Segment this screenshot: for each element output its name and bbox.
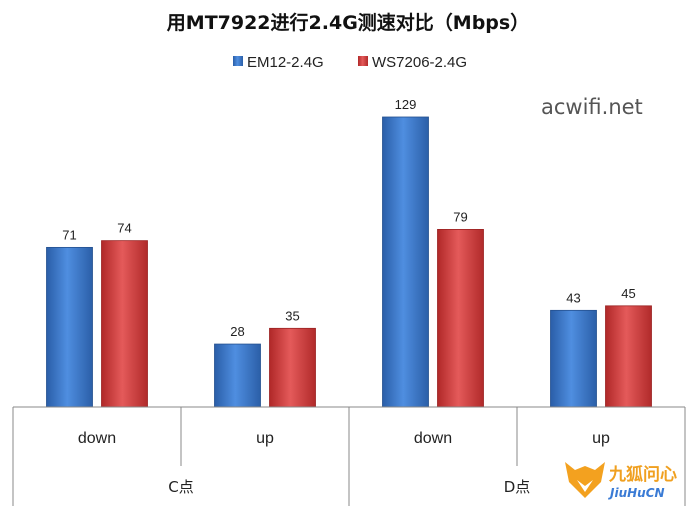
bar-ws7206-down-0: [101, 240, 148, 408]
data-label: 74: [117, 221, 131, 236]
bar-em12-up-1: [214, 343, 261, 408]
bar-em12-up-3: [550, 309, 597, 408]
bars-layer: [46, 116, 652, 408]
category-label: up: [256, 430, 274, 447]
fox-logo-icon: 九狐问心 JiuHuCN: [565, 462, 677, 500]
data-label: 28: [230, 324, 244, 339]
data-label: 35: [285, 308, 299, 323]
chart-title: 用MT7922进行2.4G测速对比（Mbps）: [167, 11, 529, 34]
bar-em12-down-2: [382, 116, 429, 408]
category-label: down: [414, 430, 452, 447]
legend-label-ws7206: WS7206-2.4G: [372, 54, 467, 71]
data-label: 129: [395, 97, 417, 112]
data-label: 45: [621, 286, 635, 301]
bar-ws7206-down-2: [437, 229, 484, 408]
watermark-text: acwifi.net: [541, 95, 643, 119]
group-labels: C点 D点: [168, 478, 530, 496]
group-label: C点: [168, 478, 193, 496]
data-label: 79: [453, 209, 467, 224]
category-axis: [12, 406, 686, 506]
category-label: up: [592, 430, 610, 447]
legend: EM12-2.4G WS7206-2.4G: [233, 54, 467, 71]
logo-text-cn: 九狐问心: [608, 464, 677, 485]
bar-ws7206-up-3: [605, 305, 652, 408]
legend-swatch-em12: [233, 56, 243, 66]
bar-em12-down-0: [46, 246, 93, 408]
group-label: D点: [504, 478, 531, 496]
data-labels-layer: 71 74 28 35 129 79 43 45: [62, 97, 635, 339]
category-label: down: [78, 430, 116, 447]
data-label: 43: [566, 290, 580, 305]
logo-text-en: JiuHuCN: [608, 486, 665, 500]
data-label: 71: [62, 227, 76, 242]
legend-swatch-ws7206: [358, 56, 368, 66]
legend-label-em12: EM12-2.4G: [247, 54, 324, 71]
bar-ws7206-up-1: [269, 327, 316, 408]
category-labels: down up down up: [78, 430, 610, 447]
